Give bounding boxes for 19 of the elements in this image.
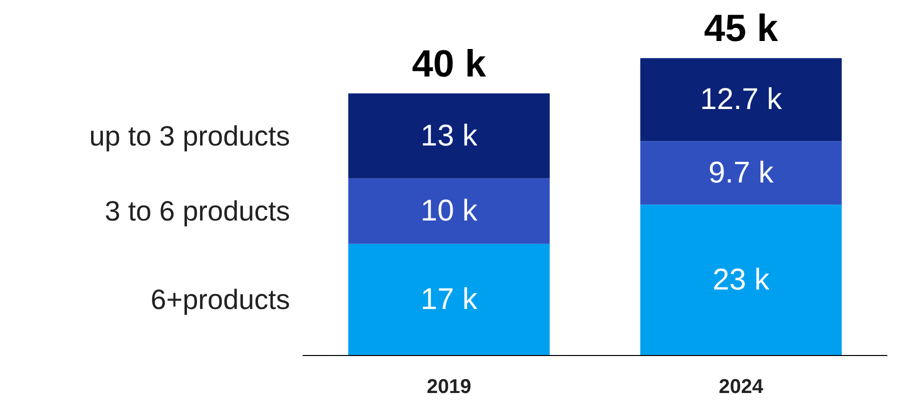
- text: 6+products: [150, 284, 290, 315]
- data-label: 13 k: [420, 119, 478, 152]
- data-label: 12.7 k: [700, 83, 783, 116]
- bar: [348, 93, 550, 178]
- text: 3 to 6 products: [104, 196, 290, 227]
- bar: [640, 204, 842, 355]
- bar: [640, 141, 842, 205]
- data-label: 23 k: [712, 263, 770, 296]
- total-label: 40 k: [412, 43, 487, 86]
- data-label: 10 k: [420, 194, 478, 228]
- x-tick-label: 2019: [426, 376, 472, 398]
- total-label: 45 k: [704, 8, 779, 50]
- bar: [348, 178, 550, 244]
- bar: [640, 58, 842, 142]
- bar: [348, 244, 550, 355]
- data-label: 17 k: [420, 282, 478, 316]
- data-label: 9.7 k: [708, 156, 775, 190]
- x-tick-label: 2024: [718, 376, 764, 398]
- text: up to 3 products: [89, 120, 290, 152]
